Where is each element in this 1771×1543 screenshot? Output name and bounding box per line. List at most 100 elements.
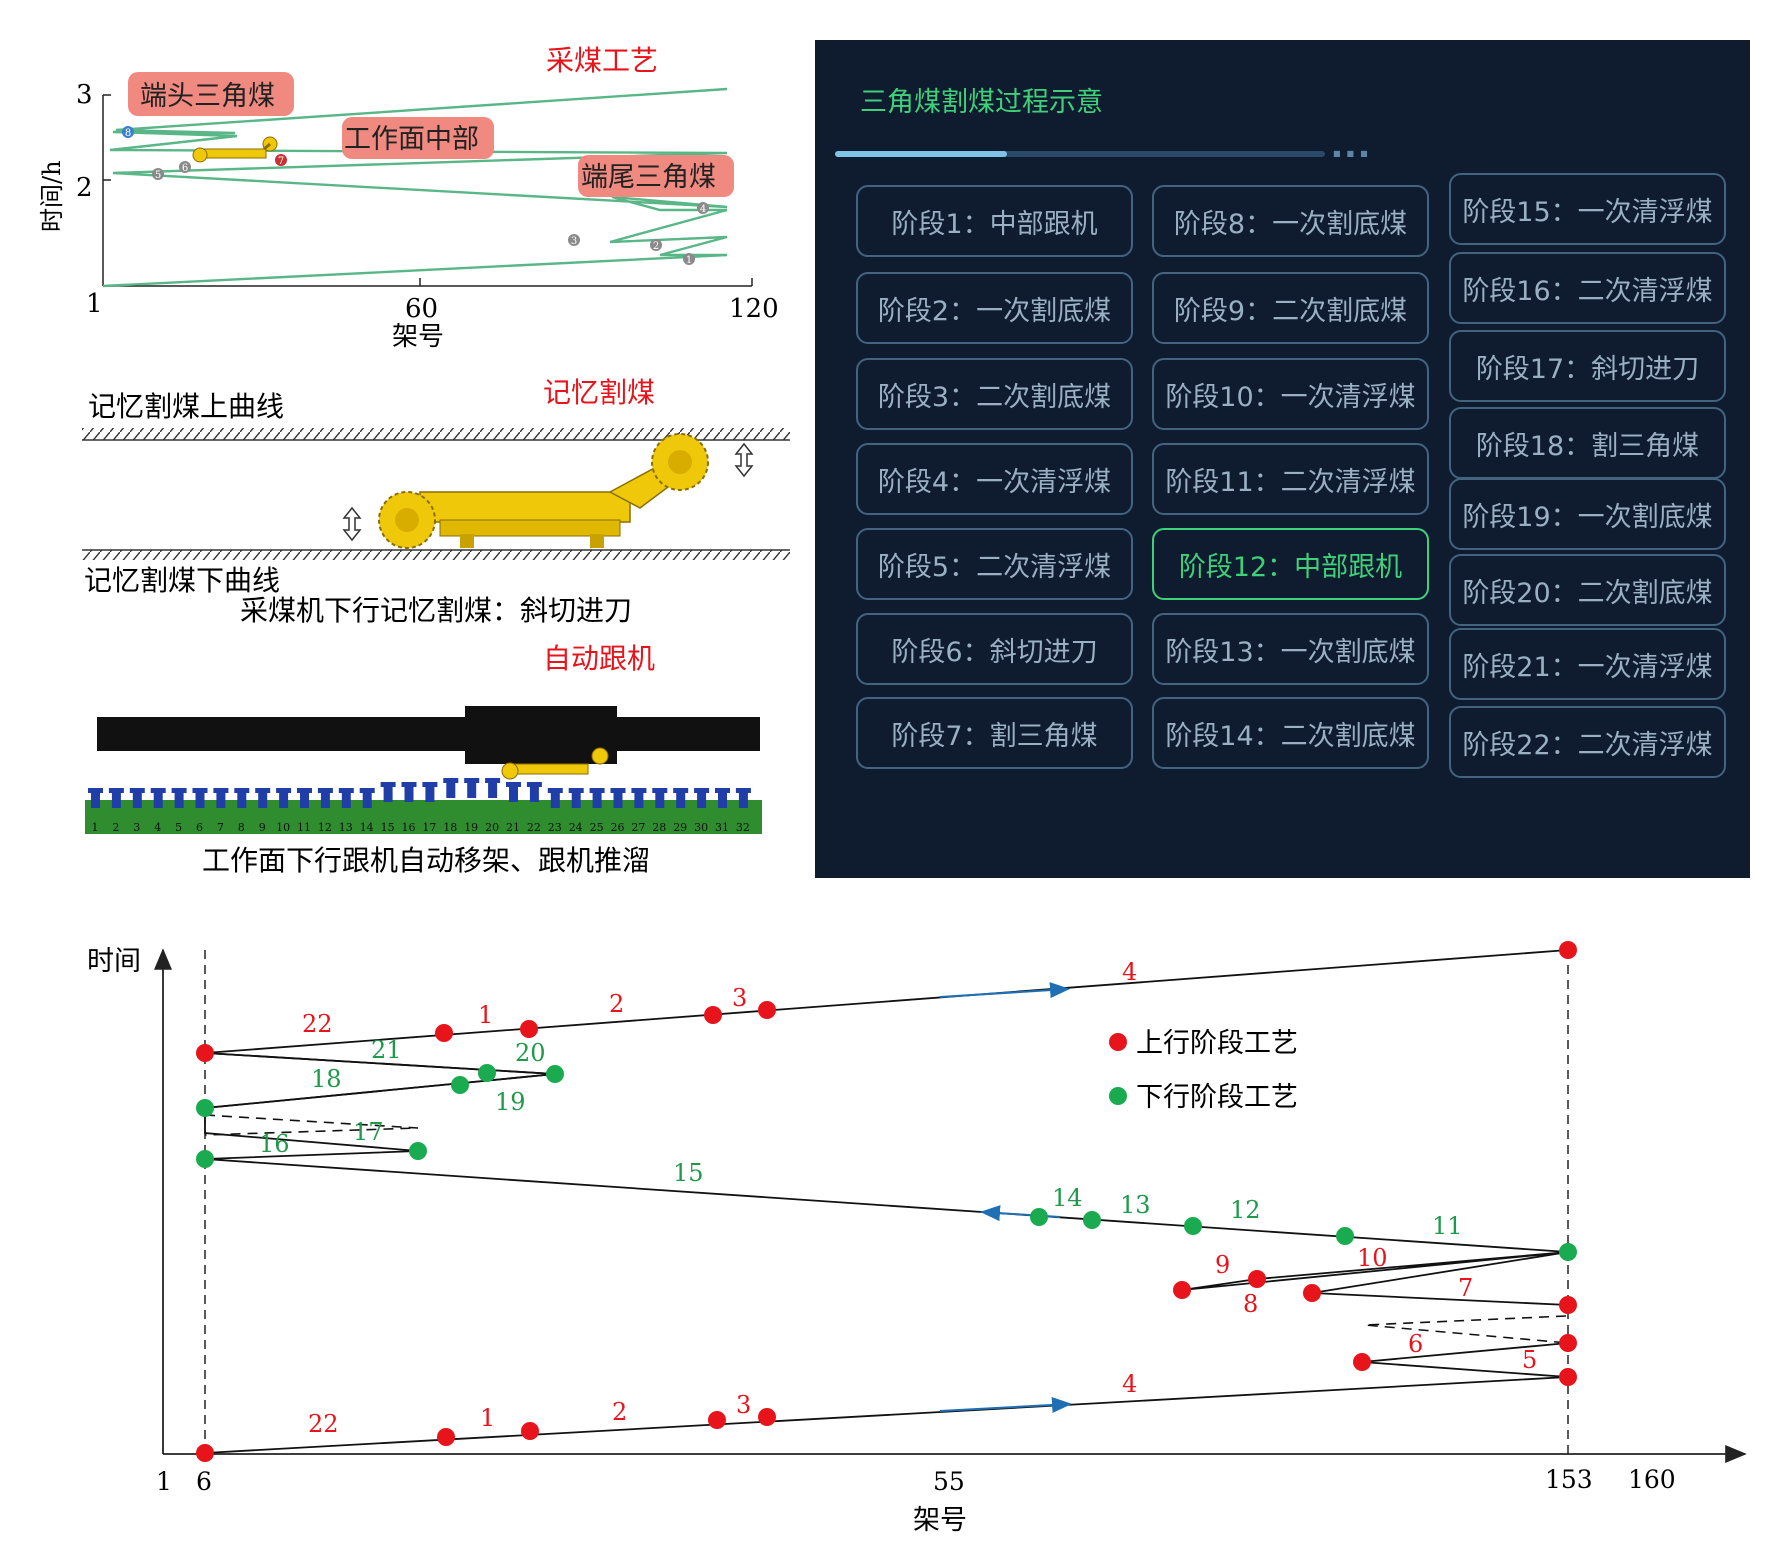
- down-stage-point: [1184, 1217, 1202, 1235]
- support-column: [320, 792, 330, 808]
- support-cap: [88, 788, 103, 793]
- shearer-follow-icon: [501, 747, 609, 780]
- up-stage-point: [758, 1001, 776, 1019]
- stage-button[interactable]: 阶段2：一次割底煤: [856, 272, 1133, 344]
- process-lines: [204, 949, 1569, 1454]
- svg-text:4: 4: [700, 204, 706, 215]
- segment-label: 1: [480, 1404, 495, 1432]
- stage-button[interactable]: 阶段5：二次清浮煤: [856, 528, 1133, 600]
- support-number: 1: [92, 821, 99, 834]
- stage-button[interactable]: 阶段19：一次割底煤: [1449, 478, 1726, 550]
- stage-button[interactable]: 阶段4：一次清浮煤: [856, 443, 1133, 515]
- stage-button[interactable]: 阶段1：中部跟机: [856, 185, 1133, 257]
- segment-label: 7: [1458, 1274, 1473, 1302]
- segment-label: 21: [371, 1036, 402, 1064]
- support-cap: [317, 788, 333, 793]
- support-cap: [150, 788, 166, 793]
- support-number: 2: [112, 821, 119, 834]
- support-cap: [610, 788, 626, 793]
- stage-button[interactable]: 阶段9：二次割底煤: [1152, 272, 1429, 344]
- svg-text:端尾三角煤: 端尾三角煤: [581, 162, 716, 193]
- marker-7: 7: [275, 154, 287, 167]
- support-number: 28: [652, 821, 666, 834]
- segment-label: 1: [478, 1001, 493, 1029]
- support-number: 5: [175, 821, 182, 834]
- stage-button[interactable]: 阶段17：斜切进刀: [1449, 330, 1726, 402]
- stage-button[interactable]: 阶段11：二次清浮煤: [1152, 443, 1429, 515]
- conveyor-bar: [97, 717, 760, 751]
- support-column: [258, 792, 268, 808]
- memory-cut-figure: 记忆割煤 记忆割煤上曲线 记忆割煤下曲线 采煤机下行记忆割煤：斜切进刀: [82, 376, 790, 627]
- support-number: 8: [238, 821, 245, 834]
- support-column: [153, 792, 163, 808]
- support-number: 17: [422, 821, 436, 834]
- stage-button[interactable]: 阶段20：二次割底煤: [1449, 554, 1726, 626]
- marker-4: 4: [697, 202, 709, 215]
- stage-button[interactable]: 阶段22：二次清浮煤: [1449, 706, 1726, 778]
- stage-button[interactable]: 阶段3：二次割底煤: [856, 358, 1133, 430]
- support-number: 16: [402, 821, 416, 834]
- support-number: 22: [527, 821, 541, 834]
- support-column: [676, 792, 686, 808]
- support-cap: [108, 788, 124, 793]
- up-stage-point: [1559, 1296, 1577, 1314]
- stage-button[interactable]: 阶段14：二次割底煤: [1152, 697, 1429, 769]
- support-cap: [338, 788, 354, 793]
- stage-button[interactable]: 阶段13：一次割底煤: [1152, 613, 1429, 685]
- stage-button[interactable]: 阶段16：二次清浮煤: [1449, 252, 1726, 324]
- process-path: [102, 87, 728, 288]
- svg-text:工作面中部: 工作面中部: [344, 124, 479, 155]
- segment-label: 9: [1215, 1251, 1230, 1279]
- stage-button[interactable]: 阶段10：一次清浮煤: [1152, 358, 1429, 430]
- stage-button[interactable]: 阶段8：一次割底煤: [1152, 185, 1429, 257]
- svg-text:2: 2: [653, 241, 659, 252]
- support-number: 15: [381, 821, 395, 834]
- support-number: 32: [736, 821, 750, 834]
- segment-label: 4: [1122, 1370, 1137, 1398]
- support-column: [132, 792, 142, 808]
- svg-text:1: 1: [686, 255, 692, 266]
- process-chart: 3 2 时间/h 1 60 120 架号 采煤工艺 1 2 3 4 5 6 7 …: [38, 44, 779, 352]
- legend-up-label: 上行阶段工艺: [1136, 1028, 1298, 1059]
- support-cap: [735, 788, 751, 793]
- stage-button[interactable]: 阶段6：斜切进刀: [856, 613, 1133, 685]
- progress-bar: [835, 151, 1325, 157]
- segment-label: 15: [673, 1159, 704, 1187]
- support-cap: [422, 782, 438, 787]
- support-column: [655, 792, 665, 808]
- support-number: 29: [673, 821, 687, 834]
- support-number: 14: [360, 821, 374, 834]
- segment-label: 22: [302, 1010, 333, 1038]
- support-column: [446, 782, 456, 798]
- down-stage-point: [196, 1099, 214, 1117]
- down-stage-point: [409, 1142, 427, 1160]
- support-cap: [380, 782, 396, 787]
- down-stage-point: [451, 1076, 469, 1094]
- direction-arrows: [939, 982, 1072, 1413]
- support-column: [634, 792, 644, 808]
- legend-up-icon: [1109, 1033, 1127, 1051]
- stage-button[interactable]: 阶段7：割三角煤: [856, 697, 1133, 769]
- auto-follow-figure: 自动跟机 1 2 3 4 5 6 7 8 9 10 11 12 13 14 15 16 17 18 19 20 21 22…: [85, 642, 762, 877]
- support-cap: [255, 788, 271, 793]
- memory-cut-title: 记忆割煤: [543, 376, 655, 409]
- support-cap: [171, 788, 187, 793]
- stage-button[interactable]: 阶段15：一次清浮煤: [1449, 173, 1726, 245]
- support-cap: [129, 788, 145, 793]
- up-stage-point: [520, 1020, 538, 1038]
- support-number: 9: [259, 821, 266, 834]
- stage-button[interactable]: 阶段21：一次清浮煤: [1449, 628, 1726, 700]
- stage-button[interactable]: 阶段12：中部跟机: [1152, 528, 1429, 600]
- xtick-6: 6: [196, 1467, 212, 1496]
- svg-text:端头三角煤: 端头三角煤: [140, 81, 275, 112]
- up-stage-point: [521, 1422, 539, 1440]
- support-column: [237, 792, 247, 808]
- support-cap: [443, 778, 459, 783]
- support-cap: [359, 788, 375, 793]
- support-cap: [297, 788, 312, 793]
- segment-label: 19: [495, 1088, 526, 1116]
- support-cap: [568, 788, 584, 793]
- support-cap: [506, 782, 521, 787]
- stage-button[interactable]: 阶段18：割三角煤: [1449, 407, 1726, 479]
